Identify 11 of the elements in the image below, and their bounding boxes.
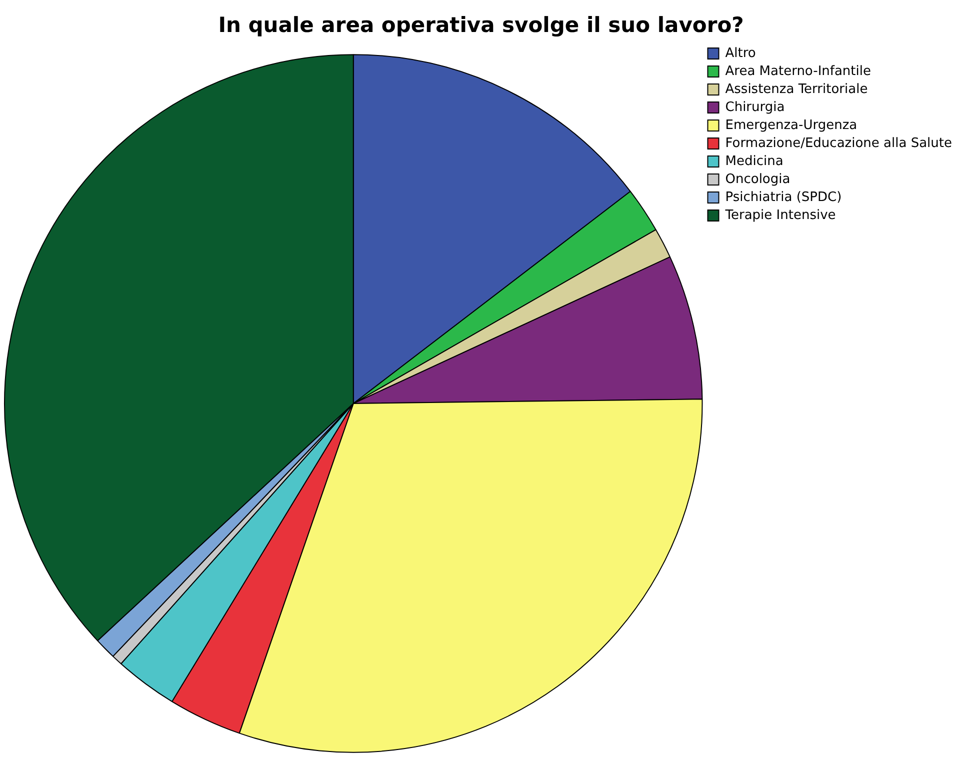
chart-title: In quale area operativa svolge il suo lavoro? [217, 12, 745, 39]
legend-label: Chirurgia [725, 100, 785, 115]
legend-label: Assistenza Territoriale [725, 82, 868, 97]
legend-label: Psichiatria (SPDC) [725, 190, 842, 205]
legend-label: Altro [725, 46, 756, 61]
legend-label: Emergenza-Urgenza [725, 118, 858, 133]
legend-label: Area Materno-Infantile [725, 64, 871, 79]
legend-label: Formazione/Educazione alla Salute [725, 136, 952, 151]
legend-label: Oncologia [725, 172, 790, 187]
legend-label: Terapie Intensive [724, 208, 836, 223]
legend-label: Medicina [725, 154, 784, 169]
